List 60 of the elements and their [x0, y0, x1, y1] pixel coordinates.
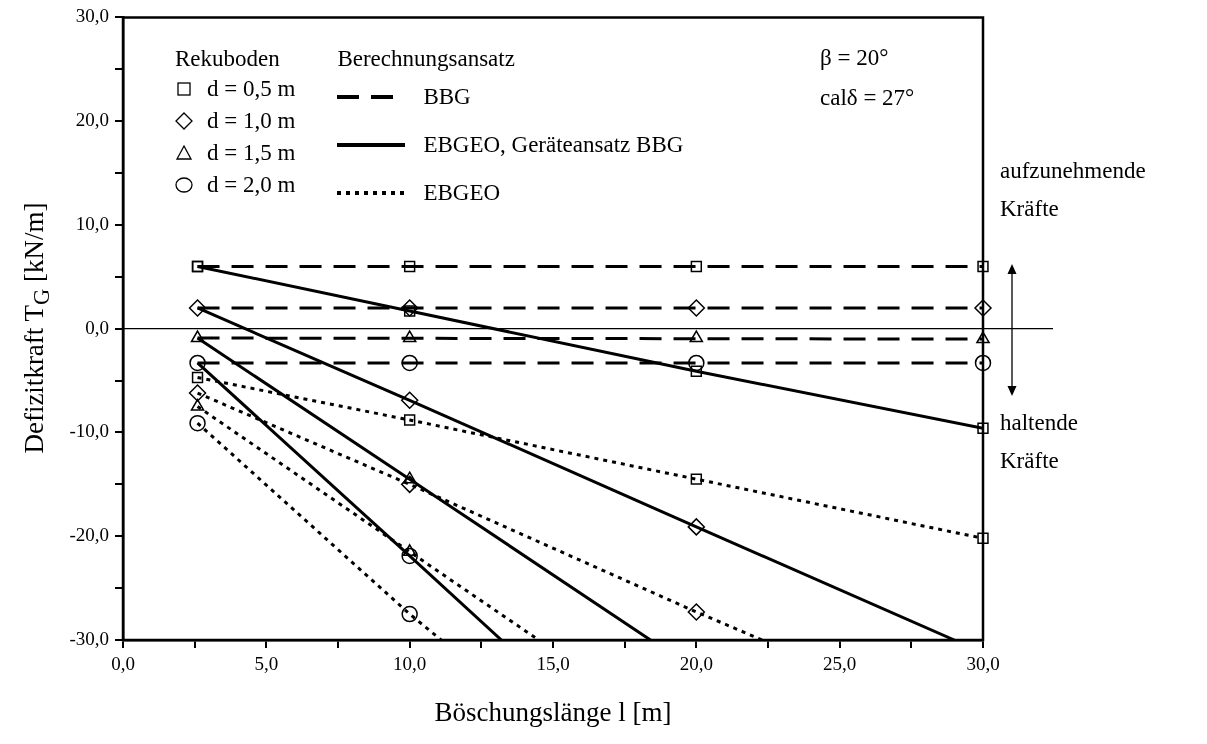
- y-tick-label: -10,0: [69, 420, 109, 442]
- point: [188, 384, 207, 402]
- y-tick-label: 30,0: [75, 5, 109, 27]
- point: [401, 547, 418, 565]
- point: [190, 330, 205, 343]
- point: [976, 331, 990, 344]
- point: [400, 391, 419, 410]
- point: [687, 299, 706, 317]
- y-tick-label: 20,0: [75, 109, 109, 131]
- legend-label: d = 1,5 m: [207, 139, 296, 167]
- x-tick-label: 5,0: [254, 653, 279, 675]
- point: [977, 532, 989, 545]
- point: [190, 398, 205, 411]
- y-tick-label: -20,0: [69, 524, 109, 546]
- y-tick-label: -30,0: [69, 627, 109, 649]
- x-tick-label: 0,0: [111, 653, 135, 675]
- point: [977, 422, 989, 435]
- point: [402, 330, 417, 343]
- point: [974, 354, 992, 372]
- annotation: β = 20°: [820, 44, 889, 72]
- point: [188, 299, 207, 317]
- point: [402, 471, 417, 484]
- point: [690, 365, 703, 377]
- annotation: calδ = 27°: [820, 84, 915, 112]
- y-tick-label: 0,0: [85, 316, 109, 338]
- x-tick-label: 30,0: [966, 653, 1000, 675]
- point: [401, 354, 418, 372]
- x-tick-label: 10,0: [393, 653, 427, 675]
- x-tick-label: 25,0: [823, 653, 857, 675]
- annotation: Berechnungsansatz: [337, 45, 516, 73]
- point: [189, 414, 206, 432]
- point: [689, 330, 704, 343]
- point: [977, 260, 989, 273]
- point: [974, 299, 992, 317]
- legend-label: d = 0,5 m: [207, 75, 296, 103]
- x-axis-title: Böschungslänge l [m]: [434, 696, 672, 727]
- point: [400, 475, 419, 494]
- point: [687, 518, 706, 536]
- point: [191, 371, 204, 384]
- y-tick-label: 10,0: [75, 212, 109, 234]
- legend-label: d = 2,0 m: [207, 171, 296, 199]
- legend-label: EBGEO, Geräteansatz BBG: [423, 131, 684, 159]
- point: [401, 605, 418, 623]
- legend-title: Rekuboden: [175, 45, 281, 73]
- legend-label: EBGEO: [423, 179, 501, 207]
- point: [688, 354, 705, 372]
- point: [690, 473, 703, 485]
- point: [690, 260, 703, 273]
- legend-label: d = 1,0 m: [207, 107, 296, 135]
- point: [400, 299, 419, 317]
- point: [402, 544, 417, 557]
- point: [687, 603, 706, 621]
- x-tick-label: 15,0: [536, 653, 570, 675]
- point: [189, 354, 206, 372]
- point: [403, 260, 416, 273]
- legend-label: BBG: [423, 83, 471, 111]
- text: haltende Kräfte: [1000, 409, 1079, 475]
- x-tick-label: 20,0: [679, 653, 713, 675]
- point: [403, 414, 416, 426]
- text: aufzunehmende Kräfte: [1000, 157, 1147, 223]
